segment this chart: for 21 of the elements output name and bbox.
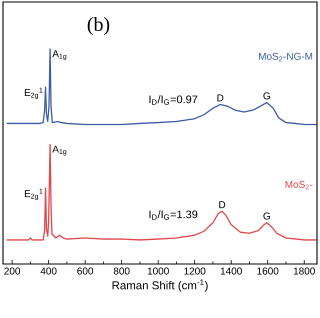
x-tick-label: 400 xyxy=(40,268,57,275)
annotation: A$_{1g}$ xyxy=(52,50,66,60)
x-tick-label: 1200 xyxy=(184,268,206,275)
annotation: I$_{D}$/I$_{G}$=0.97 xyxy=(149,95,198,105)
x-tick-label: 1000 xyxy=(148,268,169,275)
x-axis-title: Raman Shift (cm$^{-1}$) xyxy=(112,279,208,292)
x-tick-label: 800 xyxy=(114,268,130,275)
text: (b) xyxy=(88,17,110,36)
x-tick-label: 1600 xyxy=(257,268,278,275)
annotation: G xyxy=(263,212,270,220)
annotation: G xyxy=(263,92,270,100)
x-tick-label: 1400 xyxy=(220,268,242,275)
x-tick-label: 200 xyxy=(4,268,20,275)
annotation: A$_{1g}$ xyxy=(52,146,66,156)
text: MoS$_{2}$- xyxy=(286,180,312,190)
x-tick-label: 1800 xyxy=(294,268,315,275)
annotation: I$_{D}$/I$_{G}$=1.39 xyxy=(149,210,198,220)
annotation: D xyxy=(219,201,226,208)
text: MoS$_{2}$-NG-M xyxy=(259,52,312,62)
annotation: D xyxy=(217,94,224,102)
x-tick-label: 600 xyxy=(77,268,94,275)
